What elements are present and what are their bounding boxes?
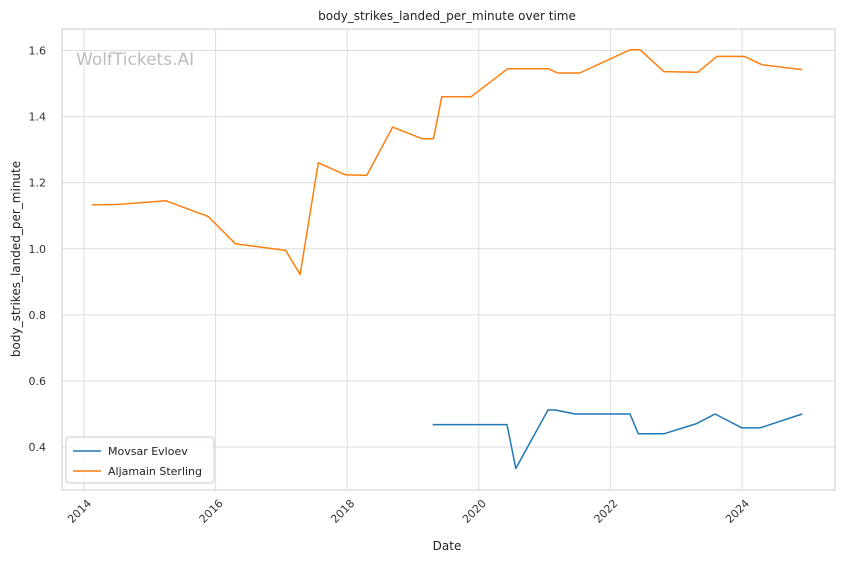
series-line-aljamain-sterling — [92, 49, 803, 276]
y-tick-label: 0.6 — [29, 375, 47, 388]
y-tick-label: 1.6 — [29, 44, 47, 57]
y-tick-label: 1.2 — [29, 177, 47, 190]
legend: Movsar Evloev Aljamain Sterling — [65, 436, 215, 484]
x-tick-label: 2020 — [460, 497, 489, 526]
x-tick-label: 2014 — [65, 497, 94, 526]
grid-lines — [62, 29, 835, 490]
chart-title: body_strikes_landed_per_minute over time — [318, 9, 576, 23]
y-tick-label: 0.4 — [29, 441, 47, 454]
legend-frame — [65, 436, 215, 484]
y-tick-label: 1.4 — [29, 111, 47, 124]
x-tick-label: 2024 — [723, 497, 752, 526]
x-tick-label: 2016 — [197, 497, 226, 526]
watermark: WolfTickets.AI — [76, 50, 194, 70]
y-tick-label: 1.0 — [29, 243, 47, 256]
plot-area — [61, 28, 836, 491]
x-tick-label: 2022 — [592, 497, 621, 526]
x-axis-label: Date — [433, 539, 462, 553]
y-tick-label: 0.8 — [29, 309, 47, 322]
legend-label-movsar-evloev: Movsar Evloev — [108, 445, 188, 458]
x-axis: 2014 2016 2018 2020 2022 2024 — [65, 497, 752, 526]
y-axis-label: body_strikes_landed_per_minute — [9, 161, 23, 357]
series-line-movsar-evloev — [432, 409, 803, 470]
legend-label-aljamain-sterling: Aljamain Sterling — [108, 465, 202, 478]
y-axis: 0.4 0.6 0.8 1.0 1.2 1.4 1.6 — [29, 44, 47, 454]
series-layer — [92, 49, 803, 470]
x-tick-label: 2018 — [328, 497, 357, 526]
